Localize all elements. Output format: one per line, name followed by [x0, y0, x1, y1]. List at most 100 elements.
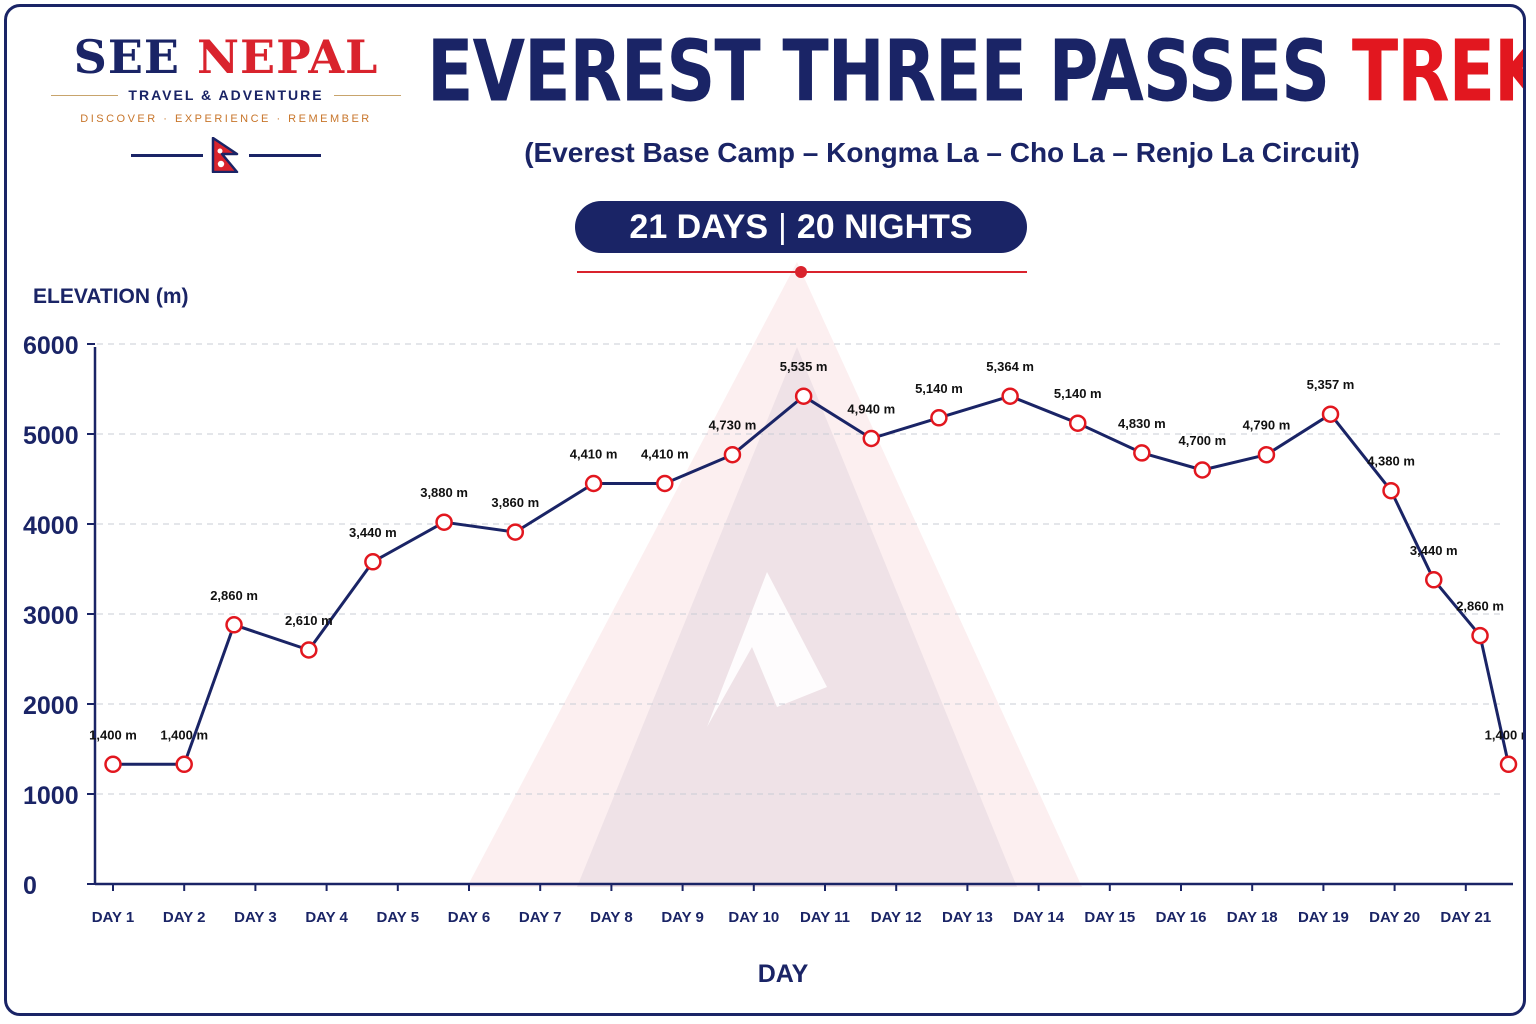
data-point-marker — [1321, 405, 1340, 423]
x-tick-label: DAY 21 — [1440, 909, 1491, 926]
data-label: 4,410 m — [570, 447, 618, 462]
y-tick-label: 0 — [23, 872, 37, 900]
x-tick-label: DAY 3 — [234, 909, 277, 926]
data-point-marker — [1425, 571, 1443, 589]
data-label: 3,440 m — [1410, 543, 1458, 558]
mountain-watermark-snow — [707, 572, 827, 727]
x-tick-label: DAY 15 — [1084, 909, 1135, 926]
brand-tagline: TRAVEL & ADVENTURE — [128, 87, 324, 103]
data-point-marker — [584, 474, 603, 493]
x-tick-label: DAY 18 — [1227, 909, 1278, 926]
data-point-marker — [1471, 626, 1489, 645]
data-point-marker — [364, 553, 382, 571]
data-point-marker — [1257, 445, 1276, 464]
x-tick-label: DAY 13 — [942, 909, 993, 926]
data-point-marker — [862, 429, 881, 448]
y-tick-label: 5000 — [23, 422, 79, 450]
x-tick-label: DAY 2 — [163, 909, 206, 926]
x-tick-label: DAY 7 — [519, 909, 562, 926]
title-accent: TREK — [1351, 23, 1523, 122]
mountain-watermark-red — [467, 262, 1082, 887]
data-point-marker — [930, 409, 948, 427]
data-label: 3,880 m — [420, 485, 468, 500]
data-label: 3,440 m — [349, 525, 397, 540]
flag-bar-right — [249, 153, 321, 157]
data-point-marker — [656, 474, 674, 493]
brand-logo: SEE NEPAL TRAVEL & ADVENTURE DISCOVER · … — [51, 30, 402, 173]
header-divider — [577, 265, 1027, 279]
y-tick-label: 6000 — [23, 332, 79, 360]
page-subtitle: (Everest Base Camp – Kongma La – Cho La … — [524, 137, 1360, 168]
data-point-marker — [1499, 755, 1518, 774]
y-tick-label: 1000 — [23, 782, 79, 810]
x-tick-label: DAY 16 — [1156, 909, 1207, 926]
x-tick-label: DAY 20 — [1369, 909, 1420, 926]
data-point-marker — [175, 755, 193, 774]
duration-badge: 21 DAYS | 20 NIGHTS — [575, 201, 1027, 253]
x-tick-label: DAY 9 — [661, 909, 704, 926]
brand-tagline-row: TRAVEL & ADVENTURE — [51, 87, 402, 103]
page-title: EVEREST THREE PASSES TREK — [427, 23, 1523, 122]
data-label: 2,610 m — [285, 613, 333, 628]
y-tick-label: 2000 — [23, 692, 79, 720]
data-label: 5,140 m — [1054, 386, 1102, 401]
x-tick-label: DAY 14 — [1013, 909, 1065, 926]
x-tick-label: DAY 10 — [728, 909, 779, 926]
x-axis-title: DAY — [758, 960, 809, 988]
x-tick-label: DAY 19 — [1298, 909, 1349, 926]
data-label: 5,364 m — [986, 359, 1034, 374]
brand-name-see: SEE — [73, 30, 180, 84]
data-point-marker — [300, 641, 318, 659]
data-label: 5,535 m — [780, 359, 828, 374]
data-label: 1,400 m — [89, 727, 137, 742]
data-label: 5,140 m — [915, 381, 963, 396]
data-point-marker — [506, 523, 525, 541]
data-label: 4,730 m — [709, 418, 757, 433]
divider-dot — [795, 266, 807, 278]
y-tick-label: 4000 — [23, 512, 79, 540]
data-point-marker — [1382, 481, 1400, 500]
brand-rule-right — [333, 94, 402, 96]
data-point-marker — [1133, 444, 1151, 462]
data-label: 3,860 m — [491, 495, 539, 510]
y-axis-label: ELEVATION (m) — [33, 285, 189, 308]
data-point-marker — [794, 387, 813, 405]
data-label: 2,860 m — [1456, 599, 1504, 614]
elevation-chart: 0 1000 2000 3000 4000 5000 6000 DAY 1 DAY 2 DAY 3… — [23, 262, 1526, 988]
y-tick-label: 3000 — [23, 602, 79, 630]
title-main: EVEREST THREE PASSES — [427, 23, 1330, 122]
data-label: 4,830 m — [1118, 416, 1166, 431]
flag-row — [51, 137, 401, 173]
data-label: 4,790 m — [1243, 418, 1291, 433]
brand-name-nepal: NEPAL — [196, 30, 379, 84]
x-tick-label: DAY 11 — [800, 909, 850, 926]
poster-frame: 0 1000 2000 3000 4000 5000 6000 DAY 1 DAY 2 DAY 3… — [4, 4, 1526, 1016]
data-point-marker — [225, 616, 243, 634]
duration-days: 21 DAYS — [629, 207, 769, 246]
brand-motto: DISCOVER · EXPERIENCE · REMEMBER — [80, 113, 372, 125]
data-label: 1,400 m — [1485, 727, 1526, 742]
mountain-watermark-navy — [577, 347, 1017, 887]
data-point-marker — [1001, 387, 1019, 405]
x-tick-label: DAY 1 — [92, 909, 135, 926]
x-tick-label: DAY 4 — [305, 909, 348, 926]
x-tick-label: DAY 12 — [871, 909, 922, 926]
data-point-marker — [1193, 461, 1212, 479]
flag-bar-left — [131, 153, 203, 157]
x-tick-label: DAY 6 — [448, 909, 491, 926]
data-point-marker — [723, 445, 742, 464]
data-label: 4,410 m — [641, 447, 689, 462]
duration-separator: | — [778, 207, 787, 246]
data-point-marker — [435, 513, 453, 531]
data-label: 2,860 m — [210, 588, 258, 603]
data-label: 4,940 m — [847, 402, 895, 417]
data-label: 1,400 m — [160, 727, 208, 742]
duration-nights: 20 NIGHTS — [796, 207, 973, 246]
nepal-flag-icon — [211, 137, 239, 173]
x-tick-label: DAY 8 — [590, 909, 633, 926]
x-tick-label: DAY 5 — [377, 909, 420, 926]
data-label: 4,700 m — [1179, 433, 1227, 448]
brand-rule-left — [51, 94, 119, 96]
data-point-marker — [104, 755, 122, 774]
data-label: 5,357 m — [1307, 377, 1355, 392]
